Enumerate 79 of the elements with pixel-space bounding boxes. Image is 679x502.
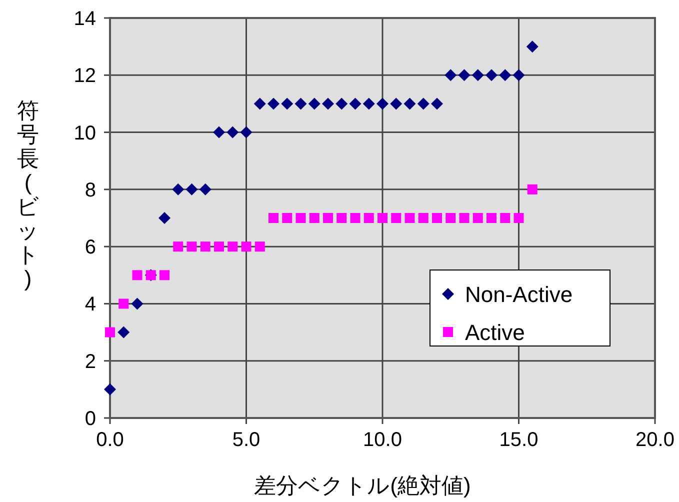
point bbox=[458, 69, 470, 82]
point bbox=[281, 98, 294, 110]
point bbox=[173, 242, 184, 252]
point bbox=[323, 213, 333, 223]
point bbox=[118, 326, 130, 338]
point bbox=[105, 327, 115, 338]
point bbox=[199, 183, 212, 196]
y-tick-label: 6 bbox=[84, 236, 96, 259]
point bbox=[472, 213, 483, 223]
y-axis-title: 符号長(ビット) bbox=[16, 98, 40, 291]
point bbox=[322, 98, 334, 110]
point bbox=[336, 213, 347, 223]
point bbox=[131, 298, 144, 310]
point bbox=[512, 69, 525, 82]
point bbox=[296, 213, 306, 223]
point bbox=[172, 183, 184, 196]
point bbox=[336, 98, 348, 110]
point bbox=[446, 213, 456, 223]
point bbox=[431, 98, 443, 110]
point bbox=[186, 183, 198, 196]
y-tick-label: 10 bbox=[74, 122, 96, 144]
y-tick-label: 8 bbox=[84, 179, 96, 202]
point bbox=[349, 98, 362, 110]
point bbox=[404, 98, 416, 110]
point bbox=[240, 126, 252, 138]
point bbox=[526, 40, 538, 53]
point bbox=[514, 213, 524, 223]
y-tick-label: 2 bbox=[84, 350, 96, 373]
legend-label: Non-Active bbox=[465, 282, 573, 307]
point bbox=[294, 98, 307, 110]
point bbox=[160, 270, 170, 280]
y-tick-label: 12 bbox=[74, 65, 96, 88]
point bbox=[254, 98, 266, 110]
point bbox=[158, 212, 170, 224]
x-tick-label: 0.0 bbox=[96, 429, 124, 451]
y-tick-label: 14 bbox=[74, 8, 96, 30]
point bbox=[362, 98, 375, 110]
point bbox=[254, 242, 265, 252]
point bbox=[309, 213, 320, 223]
point bbox=[226, 126, 239, 138]
point bbox=[364, 213, 374, 223]
point bbox=[378, 213, 388, 223]
x-tick-label: 5.0 bbox=[232, 429, 260, 451]
point bbox=[200, 242, 210, 252]
x-axis-title: 差分ベクトル(絶対値) bbox=[254, 473, 471, 498]
point bbox=[472, 69, 484, 82]
point bbox=[268, 213, 278, 223]
point bbox=[308, 98, 320, 110]
point bbox=[376, 98, 388, 110]
point bbox=[499, 69, 512, 82]
x-tick-label: 10.0 bbox=[363, 429, 402, 451]
point bbox=[213, 126, 225, 138]
point bbox=[391, 213, 402, 223]
legend-label: Active bbox=[465, 320, 525, 345]
point bbox=[404, 213, 415, 223]
y-tick-label: 4 bbox=[84, 294, 96, 316]
point bbox=[417, 98, 430, 110]
point bbox=[282, 213, 292, 223]
point bbox=[459, 213, 470, 223]
x-tick-label: 15.0 bbox=[499, 429, 538, 451]
y-tick-label: 0 bbox=[84, 408, 96, 430]
point bbox=[214, 242, 224, 252]
point bbox=[527, 184, 538, 194]
point bbox=[118, 298, 129, 309]
point bbox=[132, 270, 142, 280]
point bbox=[418, 213, 428, 223]
point bbox=[444, 69, 457, 82]
point bbox=[486, 213, 496, 223]
point bbox=[500, 213, 510, 223]
point bbox=[186, 242, 197, 252]
point bbox=[228, 242, 238, 252]
point bbox=[390, 98, 402, 110]
point bbox=[486, 69, 498, 82]
point bbox=[350, 213, 360, 223]
point bbox=[104, 383, 116, 396]
point bbox=[241, 242, 252, 252]
x-tick-label: 20.0 bbox=[636, 429, 674, 451]
point bbox=[268, 98, 280, 110]
point bbox=[432, 213, 442, 223]
